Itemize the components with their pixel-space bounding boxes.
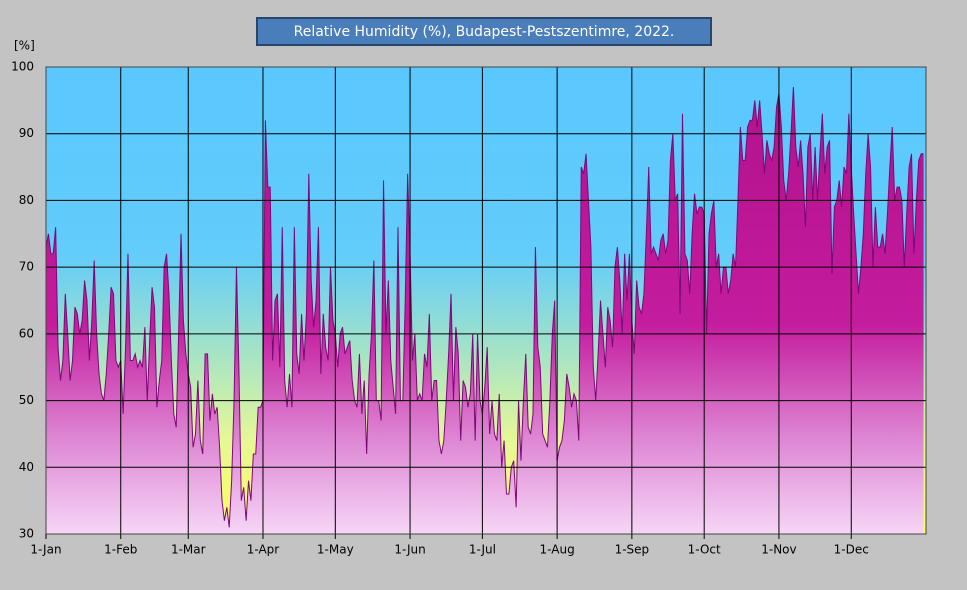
- x-tick-label: 1-Sep: [615, 543, 650, 557]
- y-tick-label: 30: [19, 527, 34, 541]
- title-box: [256, 17, 712, 46]
- y-tick-label: 60: [19, 326, 34, 340]
- x-tick-label: 1-Feb: [104, 543, 137, 557]
- x-tick-label: 1-Mar: [171, 543, 206, 557]
- y-tick-label: 50: [19, 393, 34, 407]
- x-tick-label: 1-Apr: [247, 543, 280, 557]
- y-tick-label: 90: [19, 126, 34, 140]
- x-tick-label: 1-May: [317, 543, 354, 557]
- x-tick-label: 1-Nov: [761, 543, 796, 557]
- chart-title: Relative Humidity (%), Budapest-Pestszen…: [294, 24, 675, 40]
- y-tick-label: 40: [19, 460, 34, 474]
- y-tick-label: 100: [11, 60, 34, 74]
- y-tick-label: 80: [19, 193, 34, 207]
- x-tick-label: 1-Jan: [30, 543, 61, 557]
- x-tick-label: 1-Dec: [834, 543, 869, 557]
- x-tick-label: 1-Jul: [469, 543, 496, 557]
- x-tick-label: 1-Jun: [394, 543, 425, 557]
- y-tick-label: 70: [19, 260, 34, 274]
- plot-border: [45, 66, 927, 535]
- x-tick-label: 1-Oct: [688, 543, 721, 557]
- y-axis-label: [%]: [14, 39, 35, 53]
- x-tick-label: 1-Aug: [540, 543, 575, 557]
- line: [45, 86, 924, 528]
